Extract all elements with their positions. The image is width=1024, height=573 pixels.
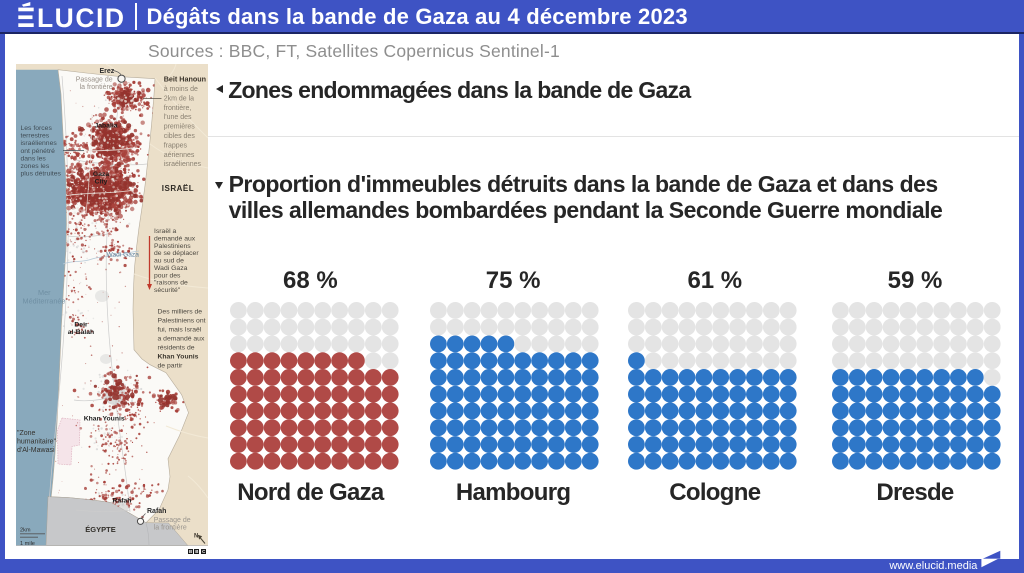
- svg-text:Palestiniens ont: Palestiniens ont: [158, 318, 206, 325]
- svg-text:Palestiniens: Palestiniens: [154, 243, 191, 250]
- svg-text:Méditerranée: Méditerranée: [23, 297, 66, 306]
- svg-text:frappes: frappes: [164, 143, 188, 150]
- svg-text:la frontière: la frontière: [80, 84, 113, 91]
- svg-text:City: City: [95, 179, 108, 186]
- svg-text:Beit Hanoun: Beit Hanoun: [164, 75, 206, 84]
- svg-text:premières: premières: [164, 124, 196, 131]
- svg-text:Mer: Mer: [38, 288, 51, 297]
- svg-text:Les forces: Les forces: [21, 125, 53, 132]
- svg-text:d'Al-Mawasi: d'Al-Mawasi: [17, 447, 55, 454]
- svg-text:Des milliers de: Des milliers de: [158, 309, 203, 316]
- svg-text:au sud de: au sud de: [154, 258, 184, 265]
- svg-text:résidents de: résidents de: [158, 345, 195, 352]
- svg-text:pour des: pour des: [154, 273, 181, 280]
- svg-text:ont pénétré: ont pénétré: [21, 148, 56, 155]
- svg-text:Israël a: Israël a: [154, 228, 177, 235]
- svg-text:Passage de: Passage de: [76, 77, 113, 84]
- svg-text:Rafah: Rafah: [113, 498, 132, 505]
- svg-text:Khan Younis: Khan Younis: [158, 354, 199, 361]
- svg-text:humanitaire": humanitaire": [17, 439, 57, 446]
- svg-text:N: N: [194, 534, 198, 540]
- svg-text:Rafah: Rafah: [147, 508, 166, 515]
- svg-text:terrestres: terrestres: [21, 133, 50, 140]
- svg-text:LUCID: LUCID: [37, 3, 125, 32]
- svg-text:demandé aux: demandé aux: [154, 236, 196, 243]
- svg-text:a demandé aux: a demandé aux: [158, 336, 205, 343]
- svg-text:Wadi Gaza: Wadi Gaza: [107, 252, 140, 259]
- svg-text:Gaza: Gaza: [93, 171, 109, 178]
- svg-text:al-Balah: al-Balah: [68, 329, 94, 336]
- svg-text:Passage de: Passage de: [154, 517, 191, 524]
- svg-text:la frontière: la frontière: [154, 525, 187, 532]
- svg-text:cibles des: cibles des: [164, 133, 196, 140]
- svg-text:israéliennes: israéliennes: [164, 161, 202, 168]
- svg-text:de partir: de partir: [158, 363, 184, 370]
- svg-text:2km: 2km: [20, 528, 31, 534]
- svg-text:Khan Younis: Khan Younis: [84, 416, 125, 423]
- svg-text:2km de la: 2km de la: [164, 96, 194, 103]
- svg-text:Deir: Deir: [74, 322, 88, 329]
- svg-text:frontière,: frontière,: [164, 105, 192, 112]
- svg-text:sécurité": sécurité": [154, 287, 181, 294]
- svg-text:aériennes: aériennes: [164, 152, 195, 159]
- svg-text:Jabalia: Jabalia: [94, 123, 117, 130]
- svg-text:à moins de: à moins de: [164, 86, 198, 93]
- svg-text:"Zone: "Zone: [17, 430, 36, 437]
- svg-text:dans les: dans les: [21, 156, 47, 163]
- svg-text:1 mile: 1 mile: [20, 541, 35, 546]
- svg-text:ÉGYPTE: ÉGYPTE: [85, 525, 115, 534]
- svg-text:plus détruites: plus détruites: [21, 171, 62, 178]
- svg-text:israéliennes: israéliennes: [21, 140, 58, 147]
- svg-text:zones les: zones les: [21, 163, 50, 170]
- svg-text:ISRAËL: ISRAËL: [162, 184, 194, 193]
- svg-text:fui, mais Israël: fui, mais Israël: [158, 327, 202, 334]
- svg-text:Erez: Erez: [100, 68, 115, 75]
- svg-text:Wadi Gaza: Wadi Gaza: [154, 265, 188, 272]
- svg-text:l'une des: l'une des: [164, 114, 192, 121]
- svg-text:"raisons de: "raisons de: [154, 280, 188, 287]
- svg-text:de se déplacer: de se déplacer: [154, 250, 199, 257]
